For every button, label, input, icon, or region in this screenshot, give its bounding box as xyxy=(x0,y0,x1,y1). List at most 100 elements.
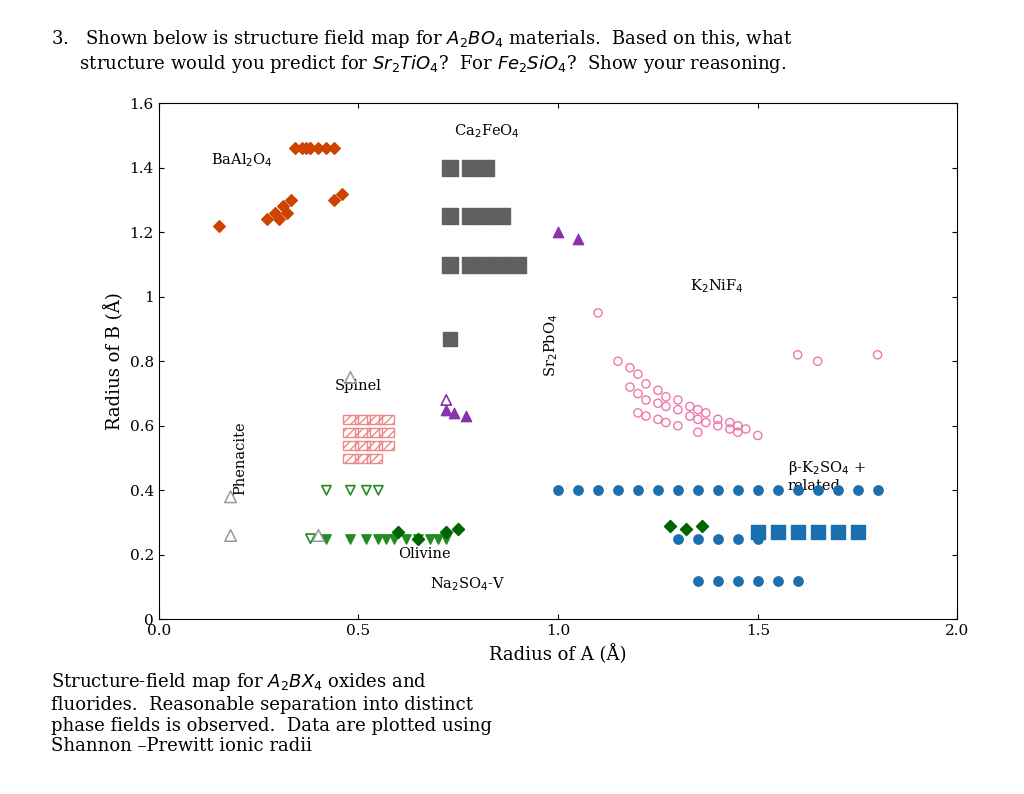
Point xyxy=(211,219,227,232)
Point xyxy=(737,422,754,435)
Point xyxy=(650,413,667,426)
Point xyxy=(657,400,674,413)
Point xyxy=(342,532,358,545)
Point xyxy=(729,484,745,497)
Point xyxy=(446,407,463,419)
Point xyxy=(657,416,674,429)
Point xyxy=(371,532,387,545)
Point xyxy=(386,532,402,545)
Point xyxy=(622,381,638,394)
Point xyxy=(398,532,415,545)
Point xyxy=(442,161,459,174)
Point xyxy=(869,484,886,497)
Point xyxy=(697,416,714,429)
Point xyxy=(790,349,806,361)
Point xyxy=(710,574,726,587)
Point xyxy=(422,532,438,545)
Point xyxy=(722,422,738,435)
Point xyxy=(770,526,786,538)
Point xyxy=(809,526,825,538)
Point xyxy=(682,410,698,422)
Point xyxy=(438,394,455,407)
Point xyxy=(710,484,726,497)
Point xyxy=(638,394,654,407)
Point xyxy=(729,532,745,545)
Point xyxy=(662,519,678,532)
Bar xyxy=(355,414,370,424)
Point xyxy=(334,187,350,200)
Bar xyxy=(379,428,393,437)
Point xyxy=(770,574,786,587)
Point xyxy=(590,306,606,319)
Bar xyxy=(368,414,382,424)
Point xyxy=(283,194,299,206)
Point xyxy=(590,484,606,497)
Point xyxy=(438,526,455,538)
Point xyxy=(302,142,318,155)
Point xyxy=(279,206,295,219)
Point xyxy=(494,210,510,222)
X-axis label: Radius of A (Å): Radius of A (Å) xyxy=(489,644,627,664)
Text: β-K$_2$SO$_4$ +
related: β-K$_2$SO$_4$ + related xyxy=(787,459,865,493)
Bar xyxy=(379,414,393,424)
Point xyxy=(318,532,335,545)
Point xyxy=(298,142,314,155)
Text: Ca$_2$FeO$_4$: Ca$_2$FeO$_4$ xyxy=(455,122,520,141)
Point xyxy=(609,355,626,368)
Point xyxy=(222,491,239,503)
Point xyxy=(829,526,846,538)
Point xyxy=(550,484,566,497)
Point xyxy=(682,400,698,413)
Text: 3.   Shown below is structure field map for $A_2BO_4$ materials.  Based on this,: 3. Shown below is structure field map fo… xyxy=(51,28,793,75)
Point xyxy=(310,142,327,155)
Point xyxy=(462,161,478,174)
Point xyxy=(462,210,478,222)
Point xyxy=(442,258,459,271)
Point xyxy=(438,532,455,545)
Text: Structure-field map for $A_2BX_4$ oxides and
fluorides.  Reasonable separation i: Structure-field map for $A_2BX_4$ oxides… xyxy=(51,671,493,755)
Point xyxy=(630,407,646,419)
Point xyxy=(690,484,707,497)
Point xyxy=(729,426,745,438)
Point xyxy=(638,377,654,390)
Point xyxy=(222,529,239,542)
Point xyxy=(609,484,626,497)
Bar xyxy=(368,441,382,449)
Point xyxy=(270,213,287,225)
Bar xyxy=(343,414,357,424)
Point xyxy=(458,410,474,422)
Text: K$_2$NiF$_4$: K$_2$NiF$_4$ xyxy=(690,277,743,295)
Point xyxy=(569,233,586,245)
Point xyxy=(809,484,825,497)
Point xyxy=(869,349,886,361)
Point xyxy=(266,206,283,219)
Bar xyxy=(355,428,370,437)
Point xyxy=(650,397,667,410)
Point xyxy=(274,200,291,213)
Point xyxy=(342,371,358,384)
Point xyxy=(410,532,426,545)
Point xyxy=(622,361,638,374)
Point xyxy=(690,574,707,587)
Point xyxy=(710,413,726,426)
Point xyxy=(750,574,766,587)
Point xyxy=(630,387,646,400)
Point xyxy=(358,484,375,497)
Text: Sr$_2$PbO$_4$: Sr$_2$PbO$_4$ xyxy=(542,314,560,377)
Point xyxy=(410,532,426,545)
Point xyxy=(750,526,766,538)
Bar xyxy=(343,441,357,449)
Point xyxy=(358,532,375,545)
Point xyxy=(690,426,707,438)
Point xyxy=(478,161,495,174)
Point xyxy=(790,574,806,587)
Text: Olivine: Olivine xyxy=(398,547,451,561)
Point xyxy=(327,142,343,155)
Bar xyxy=(343,453,357,463)
Point xyxy=(318,142,335,155)
Point xyxy=(287,142,303,155)
Point xyxy=(790,484,806,497)
Point xyxy=(302,142,318,155)
Y-axis label: Radius of B (Å): Radius of B (Å) xyxy=(104,292,124,430)
Point xyxy=(750,484,766,497)
